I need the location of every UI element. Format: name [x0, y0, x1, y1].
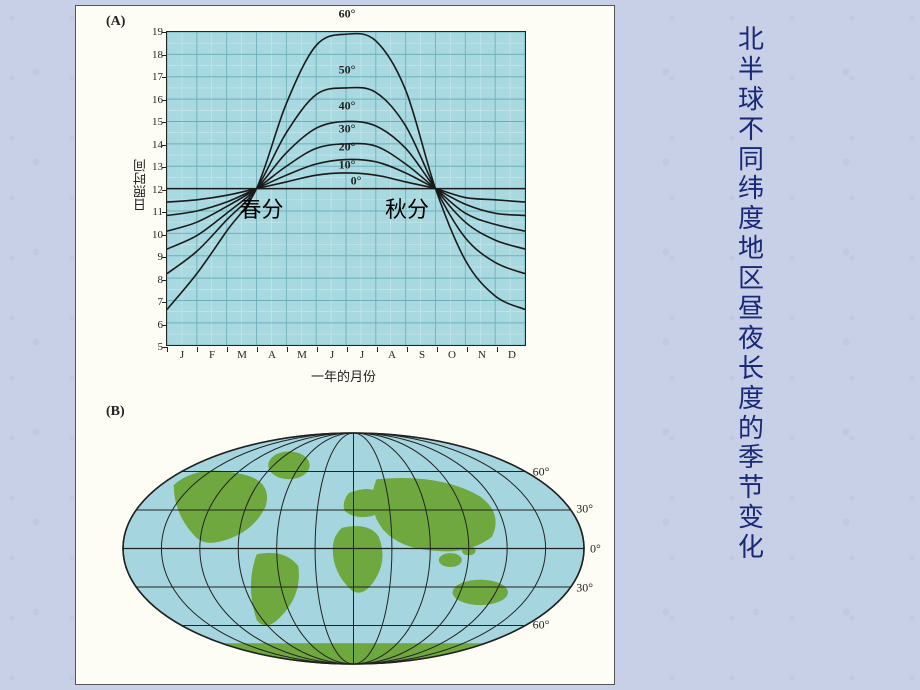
daylight-chart: 5678910111213141516171819JFMAMJJASOND60°… [166, 31, 526, 346]
curve-label: 40° [339, 99, 356, 114]
y-axis-label: 日照时间 [131, 159, 150, 211]
x-tick: M [297, 345, 307, 361]
curve-label: 60° [339, 7, 356, 22]
x-tick: O [448, 345, 456, 361]
curve-label: 50° [339, 63, 356, 78]
x-tick: A [268, 345, 276, 361]
x-tick: F [209, 345, 215, 361]
x-tick: J [330, 345, 334, 361]
x-tick: S [419, 345, 425, 361]
curve-label: 10° [339, 157, 356, 172]
map-lat-label: 30° [576, 580, 593, 595]
curve-label: 0° [351, 173, 362, 188]
curve-label: 30° [339, 121, 356, 136]
figure-panel: (A) 5678910111213141516171819JFMAMJJASON… [75, 5, 615, 685]
x-tick: J [360, 345, 364, 361]
x-tick: J [180, 345, 184, 361]
map-lat-label: 60° [533, 465, 550, 480]
x-tick: M [237, 345, 247, 361]
x-tick: D [508, 345, 516, 361]
x-tick: N [478, 345, 486, 361]
x-tick: A [388, 345, 396, 361]
x-axis-label: 一年的月份 [311, 366, 376, 385]
map-lat-label: 60° [533, 617, 550, 632]
world-map: 60°30°0°30°60° [121, 431, 586, 666]
curve-label: 20° [339, 139, 356, 154]
map-svg [121, 431, 586, 666]
equinox-label: 春分 [239, 192, 283, 224]
equinox-label: 秋分 [385, 192, 429, 224]
panel-label-a: (A) [106, 14, 125, 30]
map-lat-label: 0° [590, 541, 601, 556]
panel-label-b: (B) [106, 404, 125, 420]
map-lat-label: 30° [576, 502, 593, 517]
chart-svg [167, 32, 525, 345]
page-title-vertical: 北半球不同纬度地区昼夜长度的季节变化 [735, 25, 767, 563]
